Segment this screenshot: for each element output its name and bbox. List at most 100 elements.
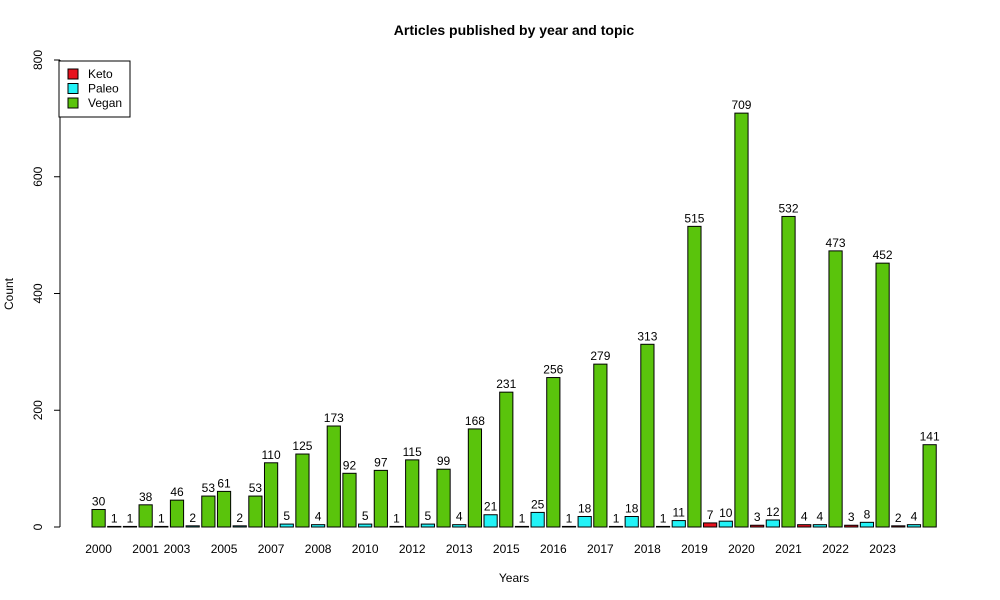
data-label: 38 (139, 490, 153, 504)
bar-vegan (295, 453, 310, 528)
bar-paleo (311, 524, 326, 528)
data-label: 61 (217, 476, 231, 490)
bar-paleo (122, 525, 138, 528)
bar-vegan (467, 428, 483, 528)
x-tick-label: 2013 (446, 542, 473, 556)
data-label: 4 (315, 510, 322, 524)
data-label: 473 (826, 236, 846, 250)
legend-swatch-paleo (67, 83, 79, 94)
data-label: 46 (170, 485, 184, 499)
data-label: 279 (590, 349, 610, 363)
data-label: 532 (779, 201, 799, 215)
data-label: 18 (578, 501, 592, 515)
x-tick-label: 2000 (85, 542, 112, 556)
data-label: 5 (362, 509, 369, 523)
legend-swatch-keto (67, 68, 79, 80)
y-tick-label: 400 (31, 283, 45, 303)
bar-paleo (514, 525, 530, 528)
x-tick-label: 2018 (634, 542, 661, 556)
data-label: 30 (92, 494, 106, 508)
bar-vegan (201, 495, 216, 528)
data-label: 5 (425, 509, 432, 523)
bar-paleo (718, 520, 733, 528)
bar-paleo (624, 515, 639, 528)
bar-keto (891, 525, 906, 528)
bar-paleo (185, 525, 200, 528)
bar-vegan (922, 444, 937, 528)
data-label: 8 (864, 507, 871, 521)
bar-vegan (640, 343, 655, 528)
data-label: 1 (127, 511, 134, 525)
bar-paleo (358, 523, 373, 528)
data-label: 231 (496, 377, 516, 391)
data-label: 125 (292, 439, 312, 453)
data-label: 313 (637, 329, 657, 343)
data-label: 2 (895, 511, 902, 525)
data-label: 21 (484, 500, 498, 514)
bar-paleo (232, 525, 247, 528)
data-label: 7 (707, 508, 714, 522)
data-label: 10 (719, 506, 733, 520)
bar-vegan (436, 468, 451, 528)
data-label: 18 (625, 501, 639, 515)
x-tick-label: 2012 (399, 542, 426, 556)
bar-keto (844, 524, 859, 528)
bar-vegan (875, 262, 890, 528)
bar-vegan (263, 462, 279, 528)
bar-paleo (765, 519, 780, 528)
bar-paleo (452, 524, 467, 528)
data-label: 3 (754, 510, 761, 524)
legend-label-vegan: Vegan (88, 96, 122, 110)
x-axis: 2000 2001 2003 2005 2007 2008 2010 2012 2013 2015… (85, 542, 896, 556)
data-label: 25 (531, 497, 545, 511)
data-label: 4 (801, 510, 808, 524)
data-label: 1 (660, 511, 667, 525)
bar-paleo (530, 511, 545, 528)
data-label: 12 (766, 505, 780, 519)
data-label: 3 (848, 510, 855, 524)
y-tick-label: 0 (31, 523, 45, 530)
data-label: 110 (262, 448, 281, 462)
data-label: 99 (437, 454, 451, 468)
bar-vegan (91, 508, 106, 528)
bar-vegan (248, 495, 263, 528)
x-tick-label: 2021 (775, 542, 802, 556)
x-tick-label: 2017 (587, 542, 614, 556)
bar-paleo (906, 524, 922, 528)
data-label: 1 (613, 511, 620, 525)
data-label: 53 (249, 481, 263, 495)
bar-paleo (420, 523, 435, 528)
data-label: 4 (817, 510, 824, 524)
x-tick-label: 2003 (164, 542, 191, 556)
data-label: 1 (393, 511, 400, 525)
bar-paleo (577, 515, 592, 528)
data-label: 256 (543, 363, 563, 377)
bar-paleo (671, 520, 686, 528)
bar-vegan (687, 225, 702, 528)
data-label: 141 (920, 430, 940, 444)
bar-paleo (389, 525, 404, 528)
data-label: 115 (403, 445, 422, 459)
bar-vegan (342, 472, 357, 528)
bar-vegan (734, 112, 749, 528)
chart-title: Articles published by year and topic (394, 22, 635, 38)
y-tick-label: 200 (31, 400, 45, 420)
x-tick-label: 2020 (728, 542, 755, 556)
bar-vegan (326, 425, 341, 528)
data-label: 1 (519, 511, 526, 525)
bar-vegan (828, 250, 843, 528)
x-tick-label: 2019 (681, 542, 708, 556)
data-label: 452 (873, 248, 893, 262)
x-tick-label: 2023 (869, 542, 896, 556)
bar-keto (750, 524, 765, 528)
bar-keto (797, 524, 812, 528)
data-label: 168 (465, 414, 485, 428)
bar-vegan (499, 391, 514, 528)
data-label: 173 (324, 411, 344, 425)
bar-paleo (655, 525, 671, 528)
bar-paleo (859, 521, 875, 528)
data-label: 92 (343, 458, 357, 472)
x-tick-label: 2022 (822, 542, 849, 556)
